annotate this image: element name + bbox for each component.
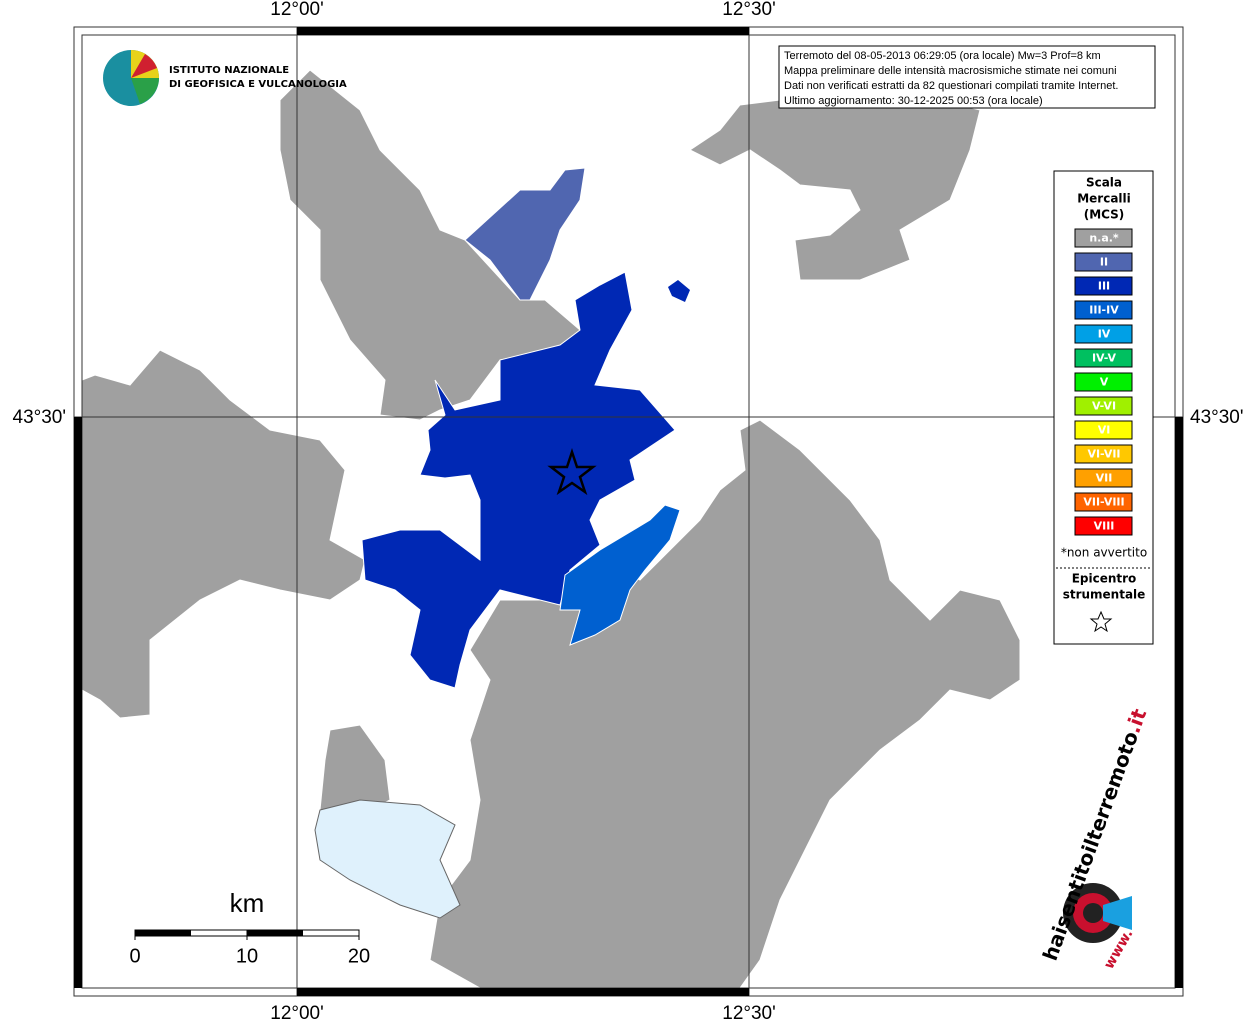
legend-label: IV-V (1092, 352, 1117, 365)
frame-bar (297, 988, 749, 996)
legend-label: IV (1098, 328, 1111, 341)
scale-tick-label: 20 (348, 945, 370, 967)
epicenter-star (547, 448, 597, 496)
legend-swatch (1074, 420, 1133, 440)
legend-label: III-IV (1089, 304, 1119, 317)
logo-text: DI GEOFISICA E VULCANOLOGIA (169, 79, 347, 90)
info-line: Dati non verificati estratti da 82 quest… (784, 80, 1118, 92)
legend-epicenter: strumentale (1063, 588, 1146, 602)
info-line: Terremoto del 08-05-2013 06:29:05 (ora l… (784, 50, 1101, 62)
logo-wedge (131, 54, 157, 78)
institute-logo: ISTITUTO NAZIONALE DI GEOFISICA E VULCAN… (103, 50, 347, 106)
legend-swatch (1074, 252, 1133, 272)
frame-bar (297, 27, 749, 35)
lat-label: 43°30' (13, 407, 67, 428)
frame-bars (74, 27, 1183, 996)
lon-label: 12°00' (270, 0, 324, 20)
site-logo-horn (1103, 896, 1132, 930)
lake (314, 799, 461, 919)
legend-swatch (1074, 324, 1133, 344)
frame-bar (74, 417, 82, 988)
legend-label: II (1100, 256, 1108, 269)
lon-label: 12°30' (722, 0, 776, 20)
legend-swatch (1074, 492, 1133, 512)
legend-swatch (1074, 444, 1133, 464)
legend-label: VII (1096, 472, 1113, 485)
logo-text: ISTITUTO NAZIONALE (169, 65, 289, 76)
lon-label: 12°00' (270, 1003, 324, 1024)
legend-title: Scala (1086, 176, 1122, 190)
legend-label: V (1100, 376, 1109, 389)
legend-swatch (1074, 516, 1133, 536)
legend-swatch (1074, 348, 1133, 368)
site-logo-ring (1083, 903, 1103, 923)
legend-label: VI (1098, 424, 1111, 437)
logo-wedge (131, 78, 159, 104)
intensity-area (559, 504, 681, 646)
legend-label: VII-VIII (1083, 496, 1124, 509)
municipality (279, 69, 581, 421)
legend-swatch (1074, 300, 1133, 320)
legend-label: III (1098, 280, 1110, 293)
scale-bar: km 0 10 20 (129, 888, 370, 967)
legend-swatch (1074, 276, 1133, 296)
intensity-area (668, 280, 690, 302)
info-line: Ultimo aggiornamento: 30-12-2025 00:53 (… (784, 95, 1043, 107)
legend-label: VI-VII (1087, 448, 1120, 461)
scale-segment (247, 930, 303, 936)
legend-swatch (1074, 468, 1133, 488)
frame-bar (1175, 417, 1183, 988)
info-box (778, 45, 1156, 109)
legend-swatch (1074, 228, 1133, 248)
legend-label: VIII (1094, 520, 1115, 533)
legend-label: V-VI (1092, 400, 1116, 413)
lat-label: 43°30' (1190, 407, 1244, 428)
legend-label: n.a.* (1089, 232, 1119, 245)
municipality (81, 349, 366, 719)
info-lines: Terremoto del 08-05-2013 06:29:05 (ora l… (784, 50, 1118, 107)
legend-note: *non avvertito (1061, 546, 1147, 560)
lon-label: 12°30' (722, 1003, 776, 1024)
intensity-area (361, 271, 676, 689)
scale-segment (135, 930, 191, 936)
legend-epicenter: Epicentro (1072, 572, 1137, 586)
legend-swatch (1074, 372, 1133, 392)
legend-title: Mercalli (1077, 192, 1131, 206)
scale-tick-label: 10 (236, 945, 258, 967)
legend-star (1089, 610, 1113, 633)
intensity-area (464, 167, 586, 301)
scale-tick-label: 0 (129, 945, 140, 967)
legend: ScalaMercalli(MCS)n.a.*IIIIIIII-IVIVIV-V… (1061, 176, 1147, 602)
info-line: Mappa preliminare delle intensità macros… (784, 65, 1117, 77)
legend-swatch (1074, 396, 1133, 416)
scale-unit: km (230, 888, 265, 918)
legend-title: (MCS) (1084, 208, 1125, 222)
